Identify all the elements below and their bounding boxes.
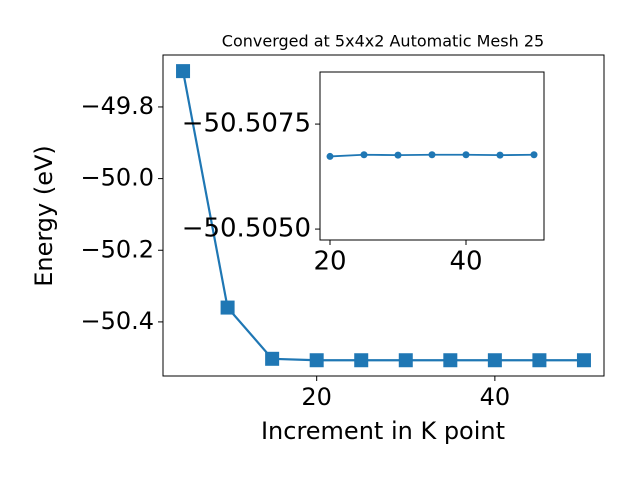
marker [354,353,369,368]
axes-frame [319,71,545,241]
y-tick-label: −50.5050 [182,214,311,244]
marker [532,353,547,368]
axes-frame [162,54,605,377]
series-line [181,70,584,362]
y-tick-label: −50.0 [80,164,154,192]
marker [530,151,538,159]
marker [496,151,504,159]
chart-title: Converged at 5x4x2 Automatic Mesh 25 [222,32,544,51]
marker [176,64,191,79]
marker [360,151,368,159]
marker [394,151,402,159]
marker [462,151,470,159]
marker [398,353,413,368]
marker [428,151,436,159]
marker [309,353,324,368]
x-tick-label: 20 [301,383,332,411]
y-axis-label: Energy (eV) [30,145,58,287]
marker [443,353,458,368]
x-axis-label: Increment in K point [261,417,505,445]
y-tick-label: −50.5075 [182,109,311,139]
y-tick-label: −50.2 [80,235,154,263]
y-tick-label: −50.4 [80,307,154,335]
y-tick-label: −49.8 [80,92,154,120]
marker [326,152,334,160]
marker [576,353,591,368]
x-tick-label: 40 [449,247,482,277]
marker [487,353,502,368]
x-tick-label: 20 [313,247,346,277]
x-tick-label: 40 [480,383,511,411]
marker [220,300,235,315]
marker [265,351,280,366]
